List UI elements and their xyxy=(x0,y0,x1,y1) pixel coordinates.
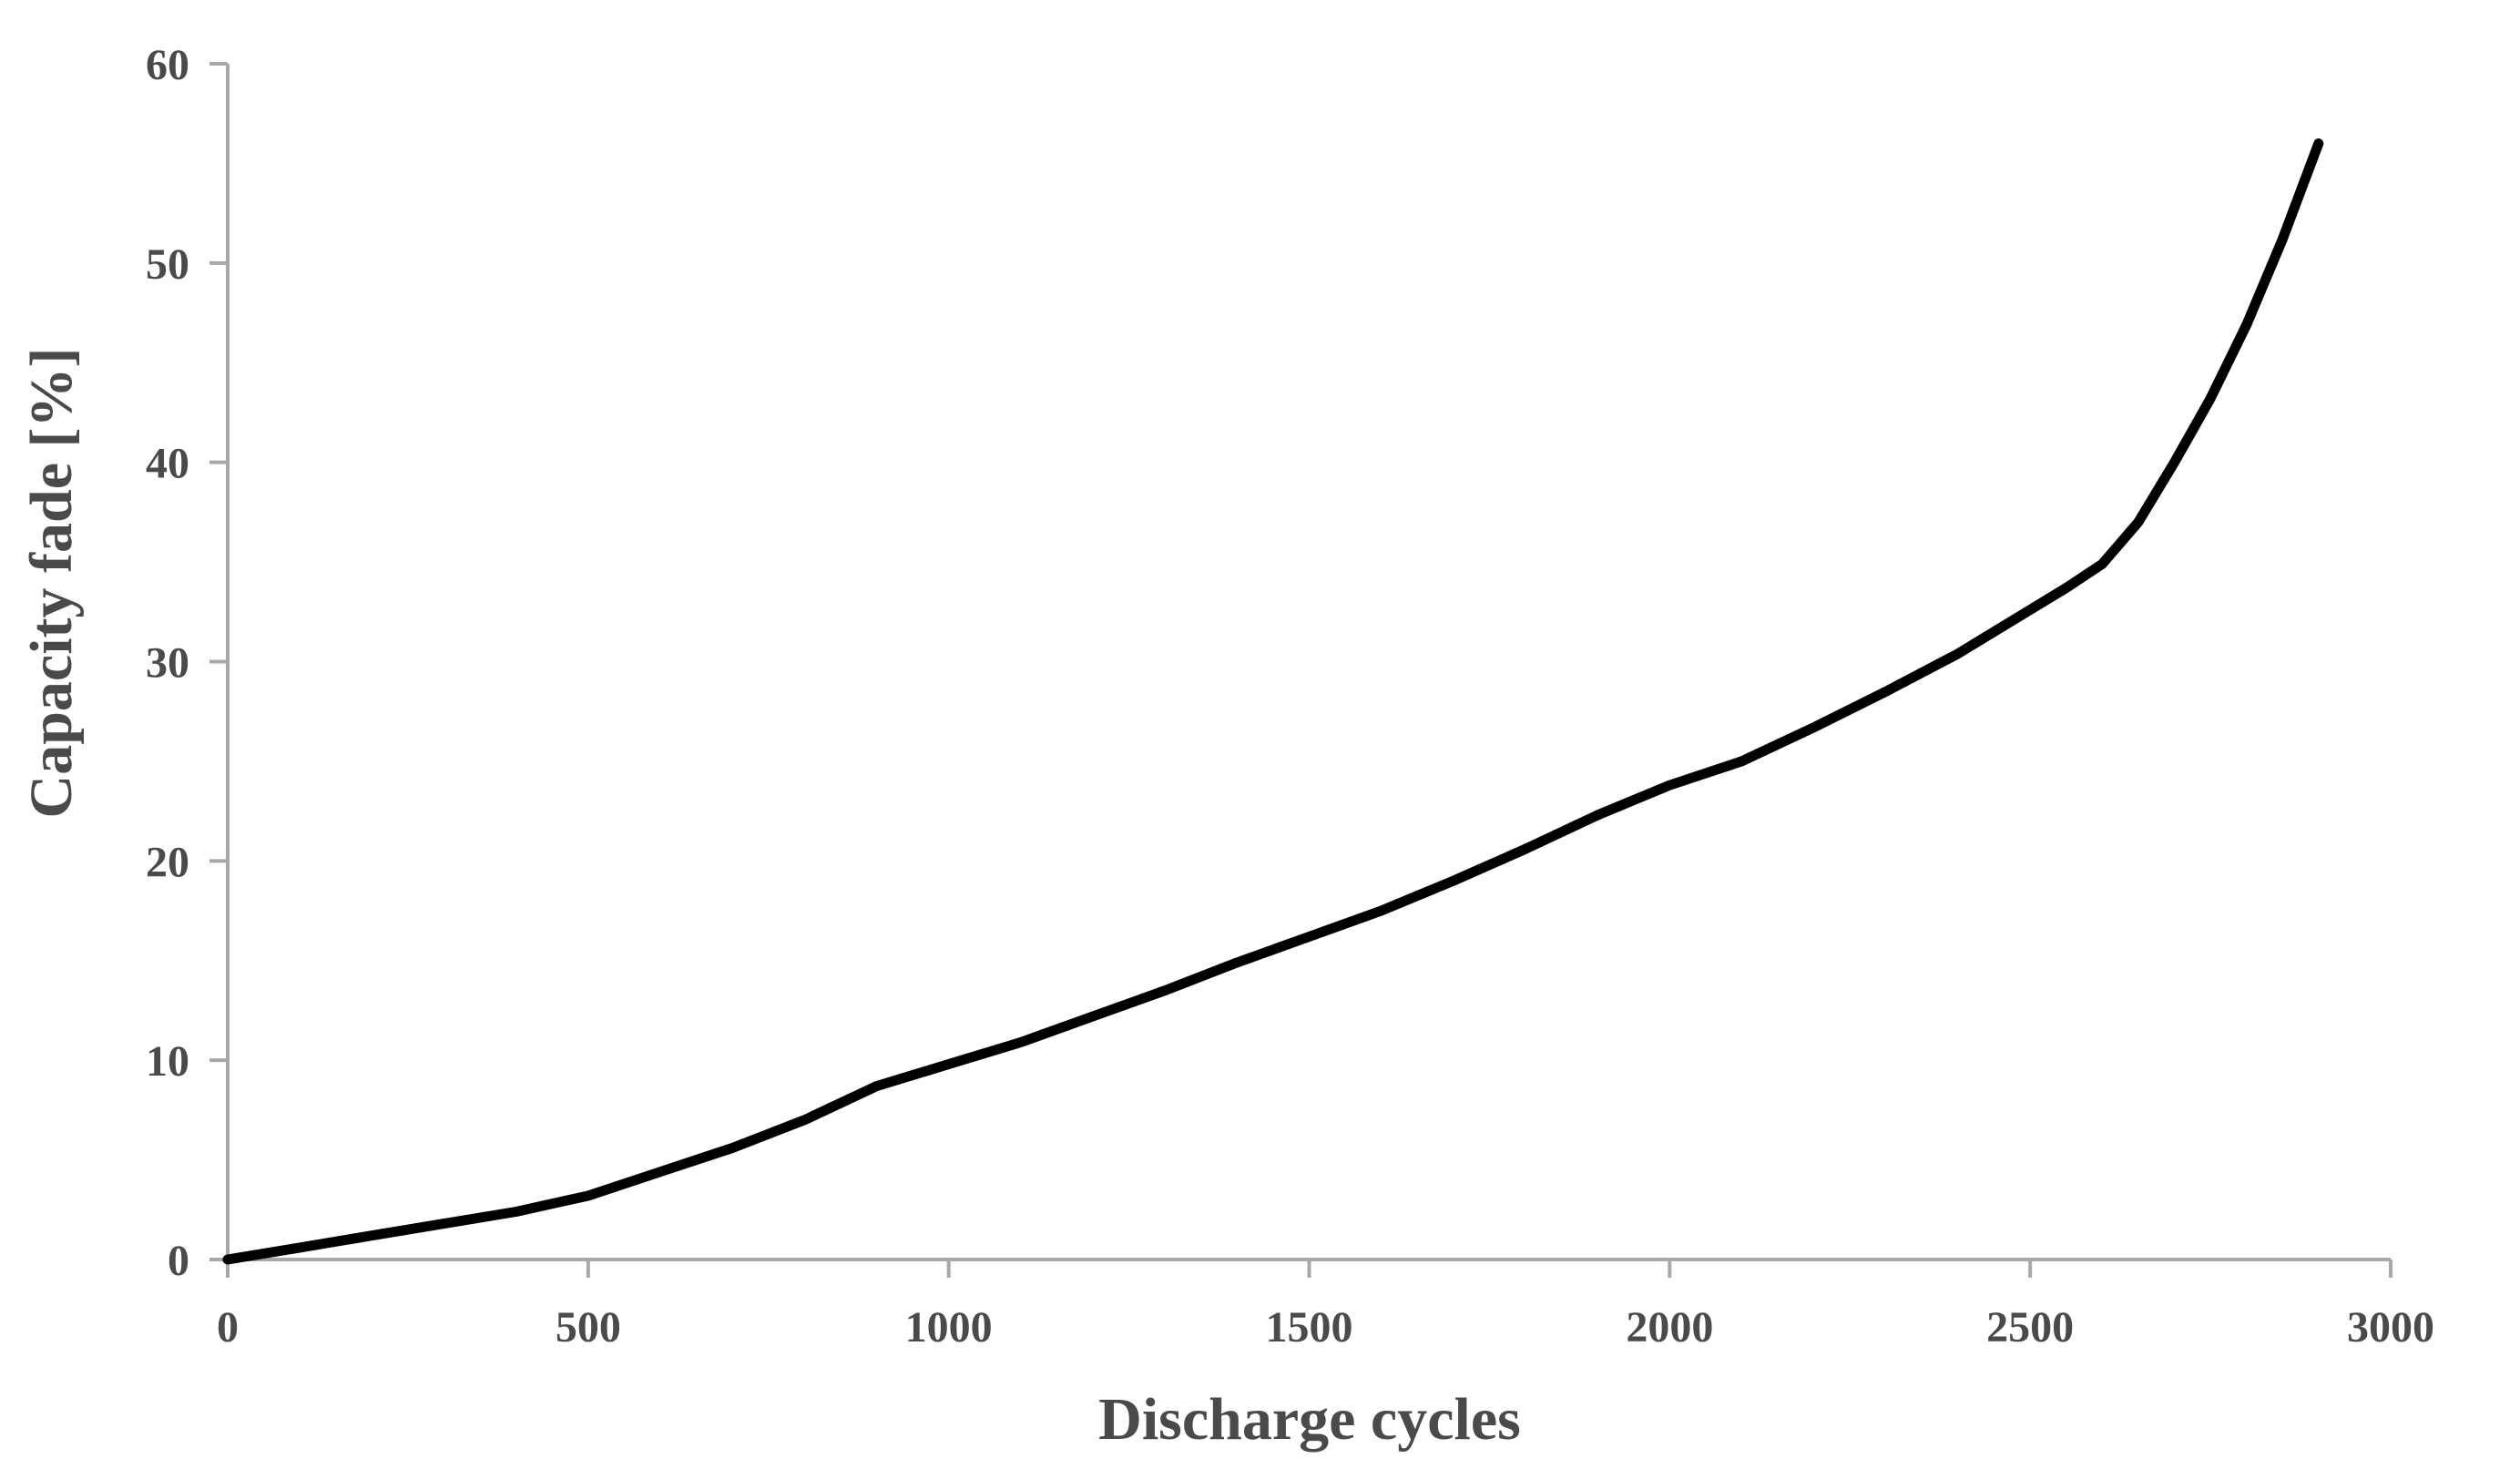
y-tick-label: 0 xyxy=(168,1237,189,1285)
y-tick-label: 10 xyxy=(146,1037,189,1086)
plot-area: 0 500 1000 1500 2000 2500 3000 0 10 20 30 40 50 60 xyxy=(146,41,2434,1352)
x-tick-label: 2500 xyxy=(1986,1303,2074,1352)
y-axis-title: Capacity fade [%] xyxy=(18,348,85,819)
x-tick-label: 2000 xyxy=(1626,1303,1713,1352)
y-tick-label: 40 xyxy=(146,440,189,488)
x-tick-label: 500 xyxy=(556,1303,621,1352)
x-tick-label: 3000 xyxy=(2347,1303,2434,1352)
y-tick-label: 50 xyxy=(146,240,189,289)
x-axis-title: Discharge cycles xyxy=(1098,1386,1521,1453)
y-tick-label: 60 xyxy=(146,41,189,89)
x-tick-label: 0 xyxy=(217,1303,239,1352)
capacity-fade-curve xyxy=(222,138,2324,1265)
y-tick-label: 20 xyxy=(146,838,189,886)
y-tick-label: 30 xyxy=(146,639,189,688)
x-tick-label: 1000 xyxy=(905,1303,993,1352)
x-tick-label: 1500 xyxy=(1266,1303,1353,1352)
